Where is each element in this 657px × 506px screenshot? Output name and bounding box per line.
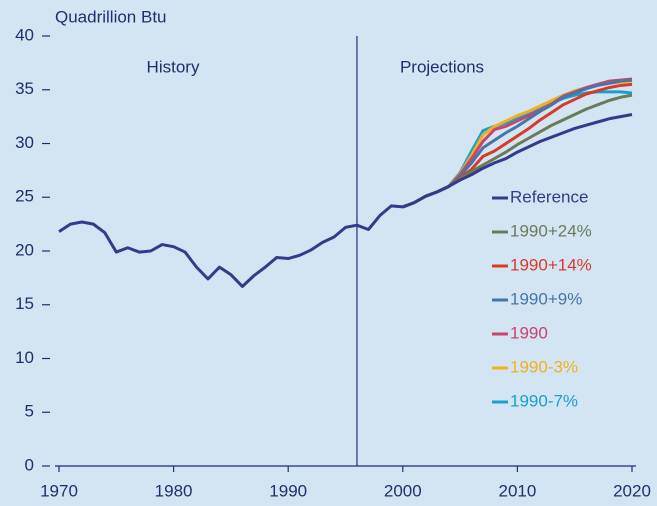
y-tick-label: 10 [15,348,34,367]
legend-label: 1990+14% [510,255,592,274]
y-tick-label: 35 [15,79,34,98]
legend-label: 1990-3% [510,357,578,376]
y-tick-label: 25 [15,187,34,206]
y-tick-label: 30 [15,133,34,152]
annotation: History [147,57,200,76]
legend-label: Reference [510,187,588,206]
x-tick-label: 2010 [498,481,536,500]
y-tick-label: 5 [25,402,34,421]
x-tick-label: 2000 [384,481,422,500]
legend-label: 1990+24% [510,221,592,240]
y-tick-label: 0 [25,455,34,474]
series-line [58,113,633,288]
y-tick-label: 40 [15,25,34,44]
legend-label: 1990+9% [510,289,582,308]
annotation: Projections [400,57,484,76]
x-tick-label: 1990 [269,481,307,500]
y-axis-label: Quadrillion Btu [55,7,167,26]
legend-label: 1990 [510,323,548,342]
y-tick-label: 15 [15,294,34,313]
legend-label: 1990-7% [510,391,578,410]
x-tick-label: 1980 [155,481,193,500]
y-tick-label: 20 [15,240,34,259]
x-tick-label: 1970 [40,481,78,500]
x-tick-label: 2020 [613,481,651,500]
